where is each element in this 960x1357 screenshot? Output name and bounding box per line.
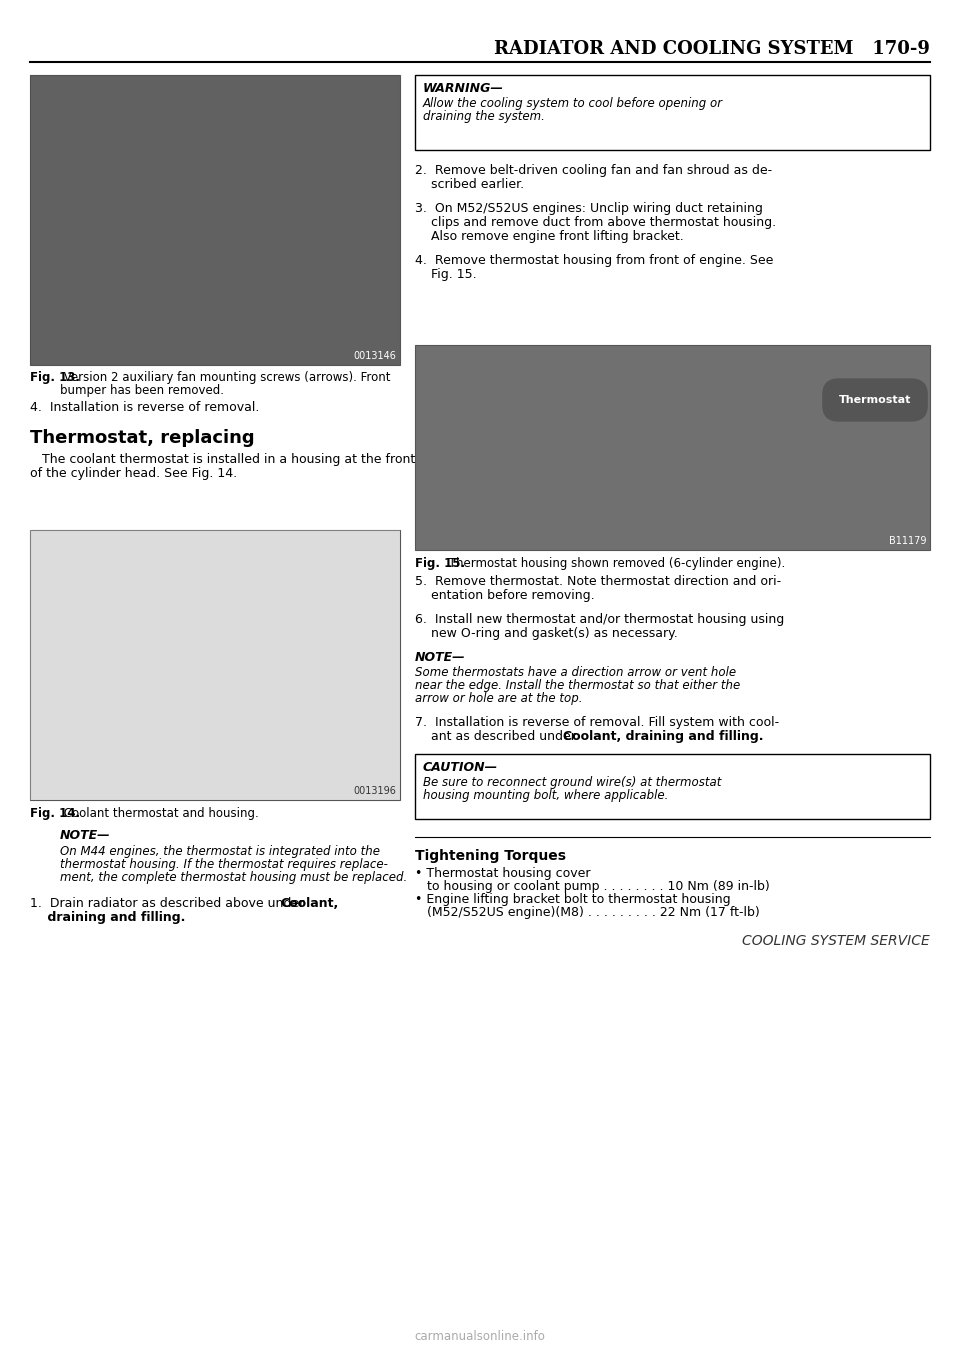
Bar — [415, 754, 930, 820]
Text: • Thermostat housing cover: • Thermostat housing cover — [415, 867, 590, 879]
Text: thermostat housing. If the thermostat requires replace-: thermostat housing. If the thermostat re… — [60, 858, 388, 871]
Text: of the cylinder head. See Fig. 14.: of the cylinder head. See Fig. 14. — [30, 467, 237, 480]
Text: 7.  Installation is reverse of removal. Fill system with cool-: 7. Installation is reverse of removal. F… — [415, 716, 780, 729]
Text: housing mounting bolt, where applicable.: housing mounting bolt, where applicable. — [423, 788, 668, 802]
Text: Thermostat, replacing: Thermostat, replacing — [30, 429, 254, 446]
Text: Thermostat housing shown removed (6-cylinder engine).: Thermostat housing shown removed (6-cyli… — [445, 556, 785, 570]
Text: carmanualsonline.info: carmanualsonline.info — [415, 1330, 545, 1343]
Text: NOTE—: NOTE— — [60, 829, 110, 841]
Text: 5.  Remove thermostat. Note thermostat direction and ori-: 5. Remove thermostat. Note thermostat di… — [415, 575, 781, 588]
Text: Coolant, draining and filling.: Coolant, draining and filling. — [563, 730, 763, 744]
Text: 3.  On M52/S52US engines: Unclip wiring duct retaining: 3. On M52/S52US engines: Unclip wiring d… — [415, 202, 763, 214]
Text: Version 2 auxiliary fan mounting screws (arrows). Front: Version 2 auxiliary fan mounting screws … — [60, 370, 391, 384]
Bar — [30, 75, 400, 365]
Text: Some thermostats have a direction arrow or vent hole: Some thermostats have a direction arrow … — [415, 666, 736, 678]
Text: Coolant thermostat and housing.: Coolant thermostat and housing. — [60, 807, 259, 820]
Text: NOTE—: NOTE— — [415, 651, 466, 664]
Text: 4.  Installation is reverse of removal.: 4. Installation is reverse of removal. — [30, 402, 259, 414]
Text: clips and remove duct from above thermostat housing.: clips and remove duct from above thermos… — [415, 216, 776, 229]
Text: Coolant,: Coolant, — [280, 897, 338, 911]
Text: 4.  Remove thermostat housing from front of engine. See: 4. Remove thermostat housing from front … — [415, 254, 774, 267]
Text: Fig. 13.: Fig. 13. — [30, 370, 80, 384]
Text: Be sure to reconnect ground wire(s) at thermostat: Be sure to reconnect ground wire(s) at t… — [423, 776, 721, 788]
Bar — [30, 531, 400, 801]
Text: 0013196: 0013196 — [353, 786, 396, 797]
Text: Fig. 15.: Fig. 15. — [415, 556, 466, 570]
Bar — [30, 531, 400, 801]
Text: new O-ring and gasket(s) as necessary.: new O-ring and gasket(s) as necessary. — [415, 627, 678, 641]
Text: 0013146: 0013146 — [353, 351, 396, 361]
Text: Tightening Torques: Tightening Torques — [415, 849, 566, 863]
Text: entation before removing.: entation before removing. — [415, 589, 594, 603]
Text: draining and filling.: draining and filling. — [30, 911, 185, 924]
Text: 6.  Install new thermostat and/or thermostat housing using: 6. Install new thermostat and/or thermos… — [415, 613, 784, 626]
Bar — [415, 75, 930, 151]
Text: WARNING—: WARNING— — [423, 81, 504, 95]
Text: COOLING SYSTEM SERVICE: COOLING SYSTEM SERVICE — [742, 934, 930, 949]
Text: CAUTION—: CAUTION— — [423, 761, 498, 773]
Text: The coolant thermostat is installed in a housing at the front: The coolant thermostat is installed in a… — [30, 453, 416, 465]
Text: scribed earlier.: scribed earlier. — [415, 178, 524, 191]
Text: • Engine lifting bracket bolt to thermostat housing: • Engine lifting bracket bolt to thermos… — [415, 893, 731, 906]
Text: ant as described under: ant as described under — [415, 730, 580, 744]
Text: RADIATOR AND COOLING SYSTEM   170-9: RADIATOR AND COOLING SYSTEM 170-9 — [494, 39, 930, 58]
Text: Fig. 14.: Fig. 14. — [30, 807, 80, 820]
Text: bumper has been removed.: bumper has been removed. — [30, 384, 224, 398]
Text: to housing or coolant pump . . . . . . . . 10 Nm (89 in-lb): to housing or coolant pump . . . . . . .… — [415, 879, 770, 893]
Text: On M44 engines, the thermostat is integrated into the: On M44 engines, the thermostat is integr… — [60, 845, 380, 858]
Text: 2.  Remove belt-driven cooling fan and fan shroud as de-: 2. Remove belt-driven cooling fan and fa… — [415, 164, 772, 176]
Bar — [415, 345, 930, 550]
Text: Also remove engine front lifting bracket.: Also remove engine front lifting bracket… — [415, 229, 684, 243]
Text: B11179: B11179 — [889, 536, 926, 546]
Text: Allow the cooling system to cool before opening or: Allow the cooling system to cool before … — [423, 96, 723, 110]
Text: (M52/S52US engine)(M8) . . . . . . . . . 22 Nm (17 ft-lb): (M52/S52US engine)(M8) . . . . . . . . .… — [415, 906, 759, 919]
Text: ment, the complete thermostat housing must be replaced.: ment, the complete thermostat housing mu… — [60, 871, 407, 883]
Text: Fig. 15.: Fig. 15. — [415, 267, 476, 281]
Text: 1.  Drain radiator as described above under: 1. Drain radiator as described above und… — [30, 897, 308, 911]
Text: near the edge. Install the thermostat so that either the: near the edge. Install the thermostat so… — [415, 678, 740, 692]
Text: arrow or hole are at the top.: arrow or hole are at the top. — [415, 692, 583, 706]
Text: Thermostat: Thermostat — [839, 395, 911, 404]
Text: draining the system.: draining the system. — [423, 110, 545, 123]
Bar — [30, 75, 400, 365]
